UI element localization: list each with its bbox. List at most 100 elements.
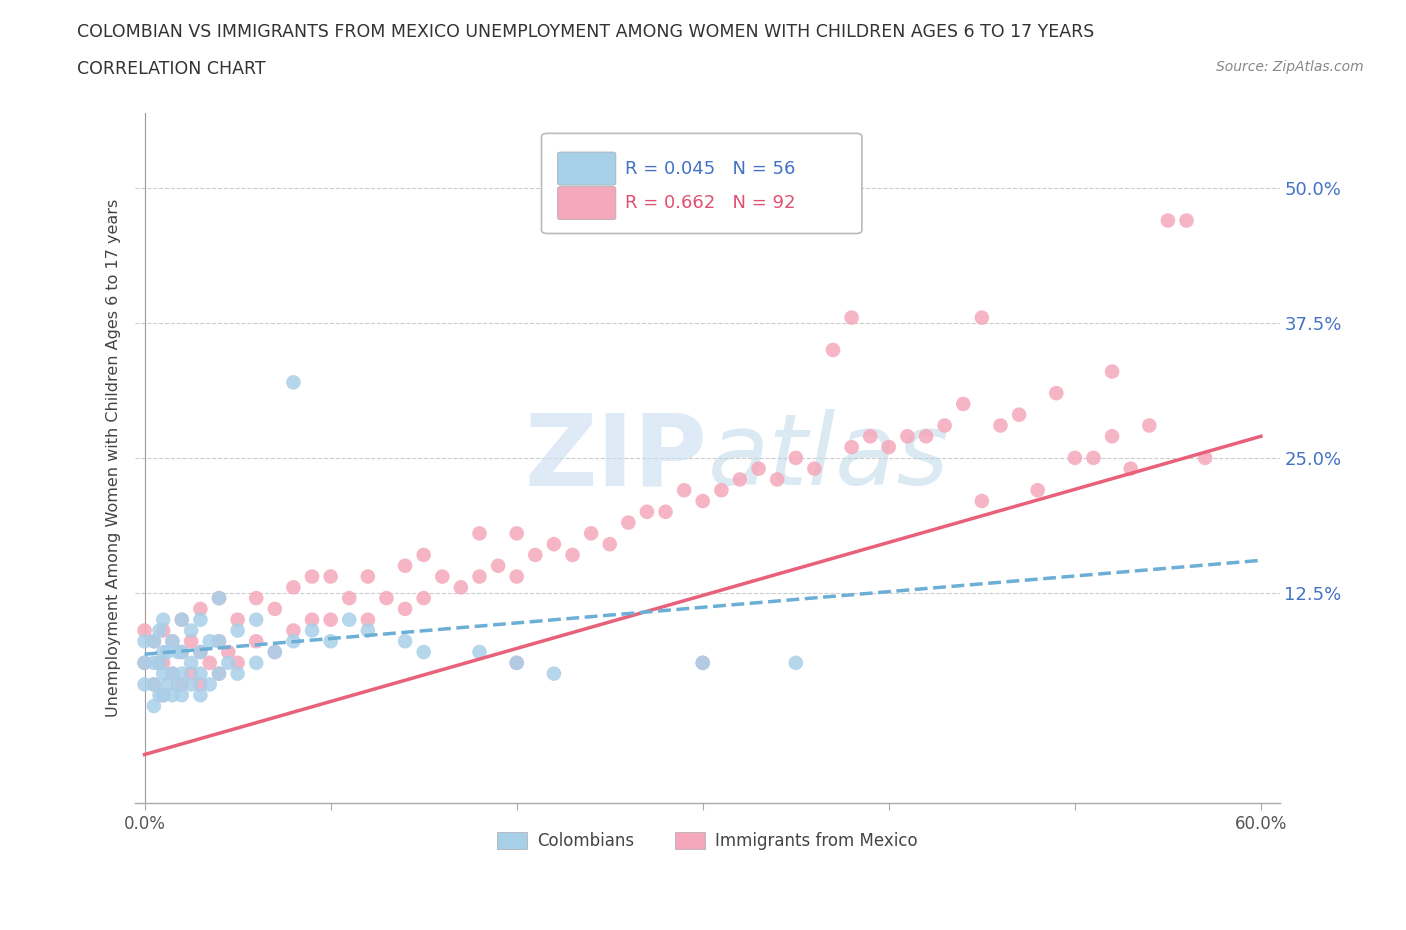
Point bbox=[412, 644, 434, 659]
Point bbox=[134, 623, 156, 638]
Point bbox=[543, 666, 565, 681]
Point bbox=[524, 548, 547, 563]
Point bbox=[543, 537, 565, 551]
Point bbox=[148, 656, 170, 671]
Point bbox=[134, 634, 156, 649]
Point bbox=[208, 666, 231, 681]
Point bbox=[617, 515, 640, 530]
Point bbox=[692, 656, 714, 671]
Point bbox=[217, 644, 239, 659]
Text: R = 0.045   N = 56: R = 0.045 N = 56 bbox=[626, 160, 796, 178]
Point bbox=[1063, 450, 1085, 465]
Point bbox=[970, 494, 993, 509]
Point bbox=[180, 623, 202, 638]
Point bbox=[167, 677, 190, 692]
Point bbox=[877, 440, 900, 455]
Point bbox=[283, 623, 305, 638]
Point bbox=[198, 656, 221, 671]
Point bbox=[283, 634, 305, 649]
Point bbox=[190, 677, 212, 692]
Point bbox=[636, 504, 658, 519]
Text: atlas: atlas bbox=[707, 409, 949, 506]
Point bbox=[412, 591, 434, 605]
Point bbox=[654, 504, 676, 519]
Text: R = 0.662   N = 92: R = 0.662 N = 92 bbox=[626, 194, 796, 212]
Text: CORRELATION CHART: CORRELATION CHART bbox=[77, 60, 266, 78]
Point bbox=[821, 342, 844, 357]
Point bbox=[915, 429, 938, 444]
Point bbox=[785, 656, 807, 671]
Text: Source: ZipAtlas.com: Source: ZipAtlas.com bbox=[1216, 60, 1364, 74]
Point bbox=[180, 677, 202, 692]
Point bbox=[505, 526, 527, 541]
Point bbox=[283, 375, 305, 390]
Point bbox=[156, 644, 179, 659]
Point bbox=[263, 644, 285, 659]
FancyBboxPatch shape bbox=[558, 187, 616, 219]
Point bbox=[1026, 483, 1049, 498]
Point bbox=[162, 634, 184, 649]
Point bbox=[208, 634, 231, 649]
Point bbox=[692, 494, 714, 509]
Point bbox=[468, 644, 491, 659]
Point bbox=[710, 483, 733, 498]
Point bbox=[190, 612, 212, 627]
Point bbox=[841, 440, 863, 455]
Point bbox=[505, 569, 527, 584]
Point bbox=[142, 677, 165, 692]
Point bbox=[152, 688, 174, 703]
Point bbox=[432, 569, 454, 584]
Point bbox=[579, 526, 602, 541]
Point bbox=[170, 666, 193, 681]
Point bbox=[301, 612, 323, 627]
Point bbox=[1008, 407, 1031, 422]
Point bbox=[1194, 450, 1216, 465]
Point bbox=[990, 418, 1012, 433]
Point bbox=[319, 612, 342, 627]
Point bbox=[263, 644, 285, 659]
Point bbox=[134, 656, 156, 671]
Point bbox=[319, 569, 342, 584]
Point bbox=[180, 634, 202, 649]
Point bbox=[170, 688, 193, 703]
Point bbox=[357, 612, 380, 627]
Point bbox=[301, 569, 323, 584]
Point bbox=[134, 656, 156, 671]
Point bbox=[728, 472, 751, 487]
Point bbox=[505, 656, 527, 671]
Point bbox=[245, 634, 267, 649]
Point bbox=[1175, 213, 1198, 228]
Point bbox=[226, 623, 249, 638]
Point bbox=[198, 677, 221, 692]
Point bbox=[167, 644, 190, 659]
Point bbox=[599, 537, 621, 551]
Point bbox=[337, 591, 360, 605]
Point bbox=[190, 644, 212, 659]
Point bbox=[486, 558, 509, 573]
Point bbox=[226, 656, 249, 671]
Point bbox=[841, 311, 863, 325]
Point bbox=[1045, 386, 1067, 401]
Point bbox=[180, 666, 202, 681]
Point bbox=[148, 623, 170, 638]
Point bbox=[142, 656, 165, 671]
Point bbox=[170, 612, 193, 627]
Point bbox=[934, 418, 956, 433]
Point bbox=[1101, 365, 1123, 379]
Point bbox=[1083, 450, 1105, 465]
Point bbox=[561, 548, 583, 563]
Point bbox=[170, 677, 193, 692]
Point bbox=[152, 656, 174, 671]
Point bbox=[859, 429, 882, 444]
Point bbox=[208, 666, 231, 681]
Point bbox=[803, 461, 825, 476]
Point bbox=[152, 666, 174, 681]
Point bbox=[468, 526, 491, 541]
Legend: Colombians, Immigrants from Mexico: Colombians, Immigrants from Mexico bbox=[491, 826, 925, 857]
Point bbox=[170, 644, 193, 659]
Point bbox=[142, 634, 165, 649]
Point bbox=[208, 634, 231, 649]
Point bbox=[170, 612, 193, 627]
Point bbox=[142, 677, 165, 692]
Point bbox=[1137, 418, 1160, 433]
